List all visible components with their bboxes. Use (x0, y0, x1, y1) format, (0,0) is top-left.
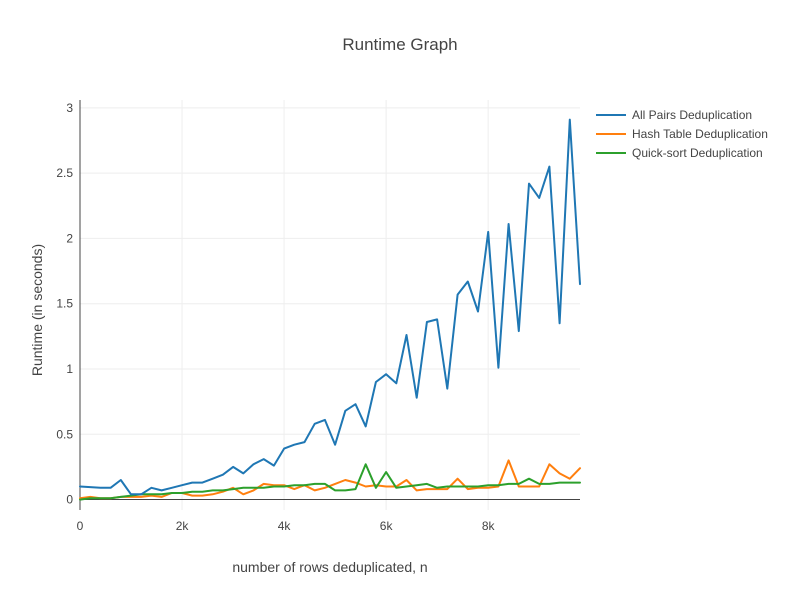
y-tick-label: 2.5 (56, 166, 73, 180)
y-tick-label: 3 (66, 101, 73, 115)
legend-label-quick-sort: Quick-sort Deduplication (632, 146, 763, 160)
y-tick-label: 1.5 (56, 297, 73, 311)
tick-labels: 0 0.5 1 1.5 2 2.5 3 0 2k 4k 6k 8k (56, 101, 495, 533)
series-line-all-pairs (79, 118, 581, 496)
x-tick-label: 8k (482, 519, 496, 533)
y-axis-label: Runtime (in seconds) (29, 244, 45, 376)
y-tick-label: 0.5 (56, 427, 73, 441)
grid-lines (80, 100, 580, 510)
legend-item-hash-table[interactable]: Hash Table Deduplication (596, 127, 768, 141)
x-tick-label: 2k (176, 519, 190, 533)
legend-label-hash-table: Hash Table Deduplication (632, 127, 768, 141)
y-tick-label: 2 (66, 231, 73, 245)
series-line-hash-table (79, 459, 581, 500)
x-tick-label: 6k (380, 519, 394, 533)
legend-item-quick-sort[interactable]: Quick-sort Deduplication (596, 146, 763, 160)
y-tick-label: 0 (66, 493, 73, 507)
chart-title: Runtime Graph (342, 35, 457, 54)
x-tick-label: 4k (278, 519, 292, 533)
legend: All Pairs Deduplication Hash Table Dedup… (596, 108, 768, 160)
legend-item-all-pairs[interactable]: All Pairs Deduplication (596, 108, 752, 122)
series-line-quick-sort (79, 463, 581, 501)
legend-label-all-pairs: All Pairs Deduplication (632, 108, 752, 122)
x-tick-label: 0 (77, 519, 84, 533)
axes (79, 100, 580, 510)
x-axis-label: number of rows deduplicated, n (232, 559, 427, 575)
series-lines (79, 118, 581, 501)
y-tick-label: 1 (66, 362, 73, 376)
